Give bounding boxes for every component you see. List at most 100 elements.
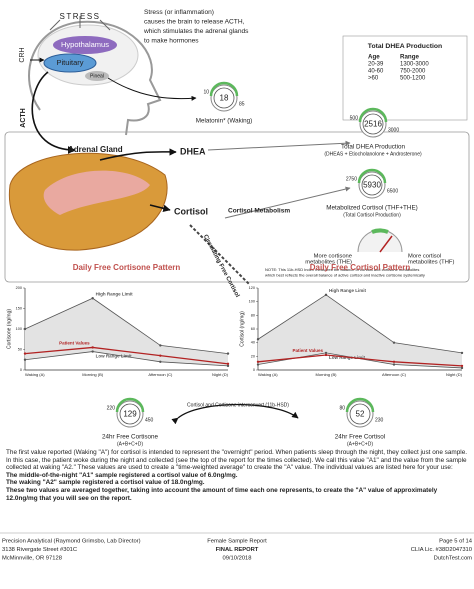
- gauge-min: 2750: [346, 176, 357, 182]
- circulating-arrow: [189, 224, 251, 286]
- series-point: [460, 366, 464, 370]
- x-tick-label: Waking (A): [258, 372, 278, 377]
- hsd-left: More cortisone: [314, 254, 352, 260]
- y-tick-label: 0: [20, 368, 22, 372]
- hsd-gauge: [357, 229, 403, 253]
- dhea-table-cell: 1300-3000: [400, 62, 429, 68]
- y-tick-label: 60: [251, 327, 255, 331]
- series-line: [24, 346, 229, 365]
- series-line: [257, 294, 463, 354]
- x-tick-label: Morning (B): [316, 372, 338, 377]
- series-point: [226, 352, 230, 355]
- y-tick-label: 0: [253, 368, 255, 372]
- x-tick-label: Night (D): [212, 372, 229, 377]
- chart-title: Daily Free Cortisone Pattern: [73, 263, 181, 272]
- notes-intro: The first value reported (Waking "A") fo…: [6, 449, 468, 472]
- y-tick-label: 20: [251, 354, 255, 358]
- acth-arrow: [31, 71, 76, 154]
- gauge-face: [361, 174, 383, 196]
- gauge-caption: (DHEAS + Etiocholanolone + Androsterone): [324, 151, 422, 157]
- gauge-face: [349, 403, 371, 425]
- hsd-note: which best reflects the overall balance …: [265, 273, 425, 278]
- series-line: [24, 351, 229, 367]
- gauge-value: 5930: [363, 181, 381, 190]
- notes-bold: The waking "A2" sample registered a cort…: [6, 479, 205, 487]
- series-label: High Range Limit: [96, 291, 134, 296]
- footer-text: CLIA Lic. #38D2047310: [411, 547, 472, 553]
- series-point: [392, 363, 396, 366]
- gauge-max: 3000: [388, 127, 399, 133]
- dhea-table-cell: 20-39: [368, 62, 384, 68]
- gauge-max: 230: [375, 417, 384, 423]
- pituitary-label: Pituitary: [56, 58, 83, 67]
- dhea-line: [207, 140, 351, 151]
- dhea-arrow: [99, 148, 177, 161]
- dhea-table-header: Range: [400, 54, 419, 61]
- dhea-table-cell: 750-2000: [400, 69, 426, 75]
- series-point: [159, 360, 162, 363]
- y-tick-label: 80: [251, 313, 255, 317]
- footer-text: 09/10/2018: [222, 556, 251, 562]
- gauge-range: [115, 397, 145, 413]
- series-point: [460, 364, 464, 368]
- footer-text: FINAL REPORT: [216, 547, 259, 553]
- y-tick-label: 150: [16, 307, 22, 311]
- y-tick-label: 100: [16, 327, 22, 331]
- series-label: Patient Values: [292, 348, 323, 353]
- notes: The first value reported (Waking "A") fo…: [6, 449, 468, 502]
- hsd-needle: [379, 235, 393, 253]
- gauge-face: [119, 403, 141, 425]
- dhea-table-title: Total DHEA Production: [368, 43, 442, 50]
- y-tick-label: 120: [249, 286, 255, 290]
- gauge-min: 500: [350, 115, 359, 121]
- series-point: [256, 338, 260, 341]
- gauge-max: 450: [145, 417, 154, 423]
- stress-note: which stimulates the adrenal glands: [143, 28, 249, 35]
- series-point: [159, 354, 162, 357]
- hypothalamus-label: Hypothalamus: [61, 40, 109, 49]
- series-label: Low Range Limit: [96, 354, 133, 359]
- cortisol-arrow: [149, 204, 171, 213]
- notes-bold: These two values are averaged together, …: [6, 486, 438, 502]
- interconvert-label: Cortisol and Cortisone interconvert (11b…: [187, 402, 289, 408]
- series-point: [23, 358, 27, 361]
- series-point: [23, 352, 27, 355]
- gauge-min: 220: [107, 405, 116, 411]
- melatonin-arrow: [107, 77, 197, 101]
- dhea-table-header: Age: [368, 54, 380, 61]
- series-label: Patient Values: [59, 341, 90, 346]
- pineal-shape: [85, 71, 109, 81]
- series-point: [159, 344, 162, 347]
- crh-label: CRH: [19, 47, 26, 62]
- series-point: [226, 364, 230, 368]
- x-tick-label: Waking (A): [25, 372, 45, 377]
- stress-note: Stress (or inflammation): [144, 9, 214, 16]
- series-point: [256, 360, 260, 363]
- gauge-caption: (Total Cortisol Production): [343, 212, 401, 218]
- series-line: [257, 354, 463, 367]
- notes-bold: The middle-of-the-night "A1" sample regi…: [6, 471, 238, 479]
- series-point: [91, 297, 94, 300]
- series-point: [392, 341, 396, 344]
- gauge-value: 18: [220, 94, 229, 103]
- cortisol-label: Cortisol: [174, 206, 208, 216]
- dhea-table-cell: >60: [368, 76, 379, 82]
- x-tick-label: Morning (B): [82, 372, 104, 377]
- series-point: [324, 353, 328, 357]
- hsd-left: metabolites (THE): [305, 260, 352, 266]
- series-point: [23, 327, 27, 331]
- gauge-min: 10: [203, 89, 209, 95]
- gauge-caption: (A+B+C+D): [347, 441, 373, 447]
- range-band: [258, 294, 462, 368]
- footer-text: 3138 Rivergate Street #301C: [2, 547, 77, 553]
- pituitary-shape: [43, 53, 97, 73]
- footer-text: Female Sample Report: [207, 539, 267, 545]
- gauge-caption: (A+B+C+D): [117, 441, 143, 447]
- gauge-value: 129: [123, 410, 137, 419]
- dhea-label: DHEA: [180, 146, 206, 156]
- dhea-table-cell: 40-60: [368, 69, 384, 75]
- y-tick-label: 50: [18, 348, 22, 352]
- footer-text: Precision Analytical (Raymond Grimsbo, L…: [2, 539, 141, 545]
- acth-label: ACTH: [20, 108, 27, 127]
- gauge-range: [358, 107, 388, 123]
